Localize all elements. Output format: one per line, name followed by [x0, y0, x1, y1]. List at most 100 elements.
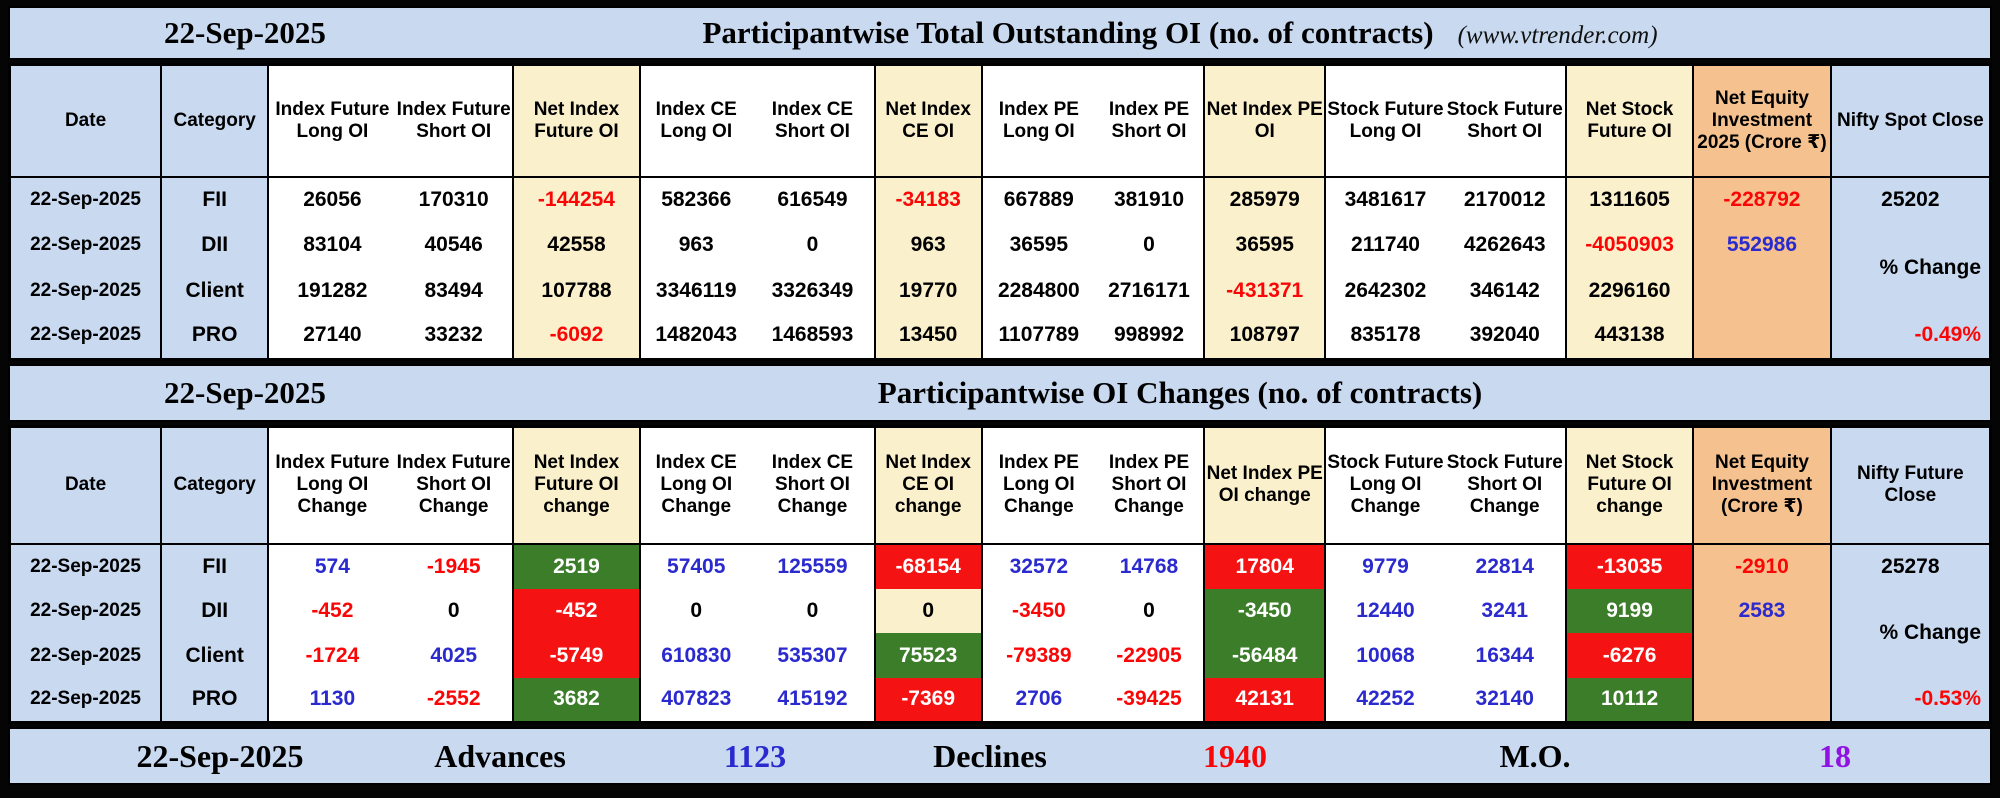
value-cell: 16344 — [1444, 633, 1567, 678]
value-cell: 535307 — [751, 633, 876, 678]
value-cell: 2296160 — [1564, 267, 1695, 314]
value-cell: -431371 — [1203, 267, 1327, 314]
value-cell: 14768 — [1094, 544, 1206, 589]
value-cell: 0 — [751, 588, 876, 634]
value-cell: 2642302 — [1324, 267, 1445, 314]
net-equity-column: -228792 552986 — [1692, 176, 1832, 359]
value-cell: -452 — [267, 588, 396, 634]
value-cell: 83104 — [267, 222, 396, 268]
table-row: 22-Sep-2025 Client 191282 83494 107788 334611… — [8, 267, 1991, 314]
value-cell: -56484 — [1203, 633, 1327, 678]
value-cell: 10068 — [1324, 633, 1445, 678]
net-equity-column: -2910 2583 — [1692, 544, 1832, 723]
net-equity-value: -228792 — [1723, 188, 1801, 211]
nifty-close-value: 25202 — [1881, 188, 1940, 211]
value-cell: 42252 — [1324, 677, 1445, 723]
value-cell: 1107789 — [980, 313, 1095, 359]
column-header: Index CE Short OI — [751, 63, 876, 178]
value-cell: -7369 — [873, 677, 983, 723]
value-cell: 42558 — [511, 222, 642, 268]
spacer — [1833, 655, 1989, 677]
net-equity-value: 2583 — [1738, 599, 1786, 622]
mo-value: 18 — [1819, 737, 1851, 774]
value-cell: 2170012 — [1444, 176, 1567, 223]
value-cell: 582366 — [639, 176, 752, 223]
value-cell: 10112 — [1564, 677, 1695, 723]
header-row: Date Category Index Future Long OI Change I… — [8, 425, 1992, 545]
value-cell: 1482043 — [639, 313, 752, 359]
title-group: Participantwise Total Outstanding OI (no… — [370, 15, 1990, 51]
column-header: Net Stock Future OI change — [1564, 425, 1695, 545]
value-cell: 3346119 — [639, 267, 752, 314]
value-cell: 170310 — [395, 176, 514, 223]
report-date: 22-Sep-2025 — [164, 15, 326, 50]
column-header: Index PE Short OI Change — [1094, 425, 1206, 545]
value-cell: -3450 — [980, 588, 1095, 634]
column-header: Nifty Future Close — [1829, 425, 1992, 545]
column-header: Index Future Long OI — [267, 63, 396, 178]
spacer — [1833, 589, 1989, 611]
column-header: Net Index CE OI — [873, 63, 983, 178]
net-equity-value: 552986 — [1726, 233, 1797, 256]
pct-change-value: -0.53% — [1914, 687, 1981, 710]
nifty-close-value: 25278 — [1881, 555, 1940, 578]
column-header: Net Equity Investment (Crore ₹) — [1692, 425, 1832, 545]
category-cell: FII — [160, 176, 270, 223]
spacer — [1833, 223, 1989, 246]
column-header: Stock Future Long OI — [1324, 63, 1445, 178]
value-cell: -22905 — [1094, 633, 1206, 678]
value-cell: 3326349 — [751, 267, 876, 314]
value-cell: -144254 — [511, 176, 642, 223]
column-header: Index CE Long OI Change — [639, 425, 752, 545]
column-header: Date — [8, 63, 163, 178]
declines-value: 1940 — [1203, 737, 1267, 774]
section-title-group: Participantwise OI Changes (no. of contr… — [370, 375, 1990, 411]
column-header: Category — [160, 425, 270, 545]
value-cell: 17804 — [1203, 544, 1327, 589]
category-cell: PRO — [160, 677, 270, 723]
value-cell: 346142 — [1444, 267, 1567, 314]
nifty-close-column: 25278 % Change -0.53% — [1829, 544, 1992, 723]
date-cell: 22-Sep-2025 — [8, 267, 163, 314]
column-header: Stock Future Short OI — [1444, 63, 1567, 178]
value-cell: 3682 — [511, 677, 642, 723]
nifty-close-column: 25202 % Change -0.49% — [1829, 176, 1992, 359]
value-cell: 963 — [873, 222, 983, 268]
column-header: Index PE Long OI Change — [980, 425, 1095, 545]
table-row: 22-Sep-2025 Client -1724 4025 -5749 610830 535… — [8, 633, 1991, 678]
value-cell: 0 — [873, 588, 983, 634]
value-cell: -3450 — [1203, 588, 1327, 634]
date-cell: 22-Sep-2025 — [8, 633, 163, 678]
footer-band: 22-Sep-2025 Advances 1123 Declines 1940 … — [8, 727, 1992, 785]
value-cell: 610830 — [639, 633, 752, 678]
column-header: Net Index Future OI change — [511, 425, 642, 545]
advances-label: Advances — [434, 737, 566, 774]
column-header: Index CE Short OI Change — [751, 425, 876, 545]
footer-date: 22-Sep-2025 — [136, 737, 304, 774]
value-cell: 13450 — [873, 313, 983, 359]
value-cell: -6276 — [1564, 633, 1695, 678]
date-cell: 22-Sep-2025 — [8, 588, 163, 634]
value-cell: -1945 — [395, 544, 514, 589]
value-cell: 835178 — [1324, 313, 1445, 359]
value-cell: 0 — [1094, 588, 1206, 634]
value-cell: 83494 — [395, 267, 514, 314]
value-cell: 4025 — [395, 633, 514, 678]
date-cell: 22-Sep-2025 — [8, 176, 163, 223]
value-cell: 4262643 — [1444, 222, 1567, 268]
value-cell: 36595 — [980, 222, 1095, 268]
column-header: Net Index PE OI — [1203, 63, 1327, 178]
value-cell: 1468593 — [751, 313, 876, 359]
value-cell: 211740 — [1324, 222, 1445, 268]
net-equity-stack: -228792 552986 — [1695, 178, 1828, 358]
header-row: Date Category Index Future Long OI Index Fu… — [8, 63, 1992, 178]
value-cell: 443138 — [1564, 313, 1695, 359]
value-cell: 2706 — [980, 677, 1095, 723]
value-cell: -4050903 — [1564, 222, 1695, 268]
value-cell: 415192 — [751, 677, 876, 723]
table-row: 22-Sep-2025 PRO 27140 33232 -6092 1482043 1468… — [8, 313, 1991, 359]
value-cell: 40546 — [395, 222, 514, 268]
column-header: Category — [160, 63, 270, 178]
column-header: Index PE Short OI — [1094, 63, 1206, 178]
value-cell: -6092 — [511, 313, 642, 359]
